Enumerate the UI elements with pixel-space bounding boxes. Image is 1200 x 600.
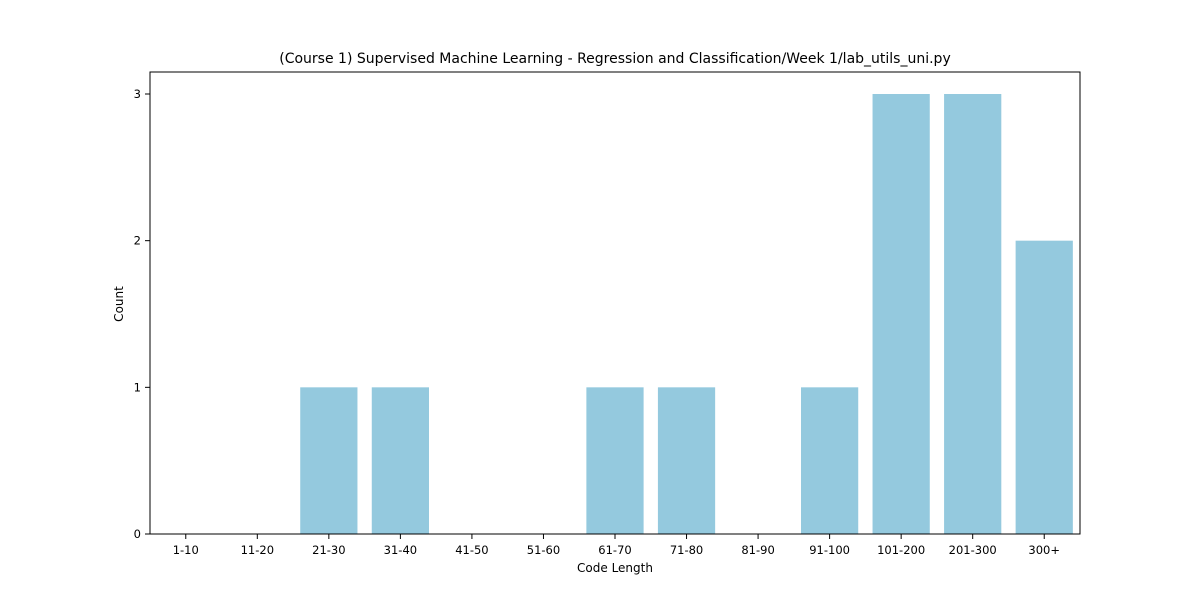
x-tick-label: 51-60 <box>527 543 560 557</box>
chart-title: (Course 1) Supervised Machine Learning -… <box>279 51 950 67</box>
bar-21-30 <box>300 387 358 534</box>
x-tick-label: 81-90 <box>741 543 774 557</box>
bar-71-80 <box>657 387 716 534</box>
x-tick-label: 201-300 <box>949 543 997 557</box>
bars-group <box>300 94 1073 535</box>
x-tick-label: 31-40 <box>384 543 417 557</box>
x-tick-label: 71-80 <box>670 543 703 557</box>
y-tick-label: 3 <box>134 87 141 101</box>
y-axis: 0 1 2 3 <box>134 87 150 541</box>
x-tick-label: 11-20 <box>241 543 274 557</box>
x-tick-label: 91-100 <box>809 543 850 557</box>
bar-101-200 <box>872 94 930 534</box>
x-tick-label: 41-50 <box>455 543 488 557</box>
bar-91-100 <box>801 387 859 534</box>
x-axis: 1-10 11-20 21-30 31-40 41-50 51-60 61-70 71-80 8… <box>173 534 1060 557</box>
y-tick-label: 2 <box>134 234 141 248</box>
x-tick-label: 61-70 <box>598 543 631 557</box>
y-tick-label: 0 <box>134 527 141 541</box>
x-tick-label: 1-10 <box>173 543 199 557</box>
bar-300+ <box>1015 240 1073 535</box>
bar-201-300 <box>944 94 1002 534</box>
y-axis-label: Count <box>112 286 126 322</box>
x-tick-label: 300+ <box>1028 543 1060 557</box>
x-tick-label: 101-200 <box>877 543 925 557</box>
x-axis-label: Code Length <box>577 561 653 575</box>
bar-31-40 <box>371 387 429 534</box>
x-tick-label: 21-30 <box>312 543 345 557</box>
y-tick-label: 1 <box>134 380 141 394</box>
bar-61-70 <box>586 387 644 534</box>
